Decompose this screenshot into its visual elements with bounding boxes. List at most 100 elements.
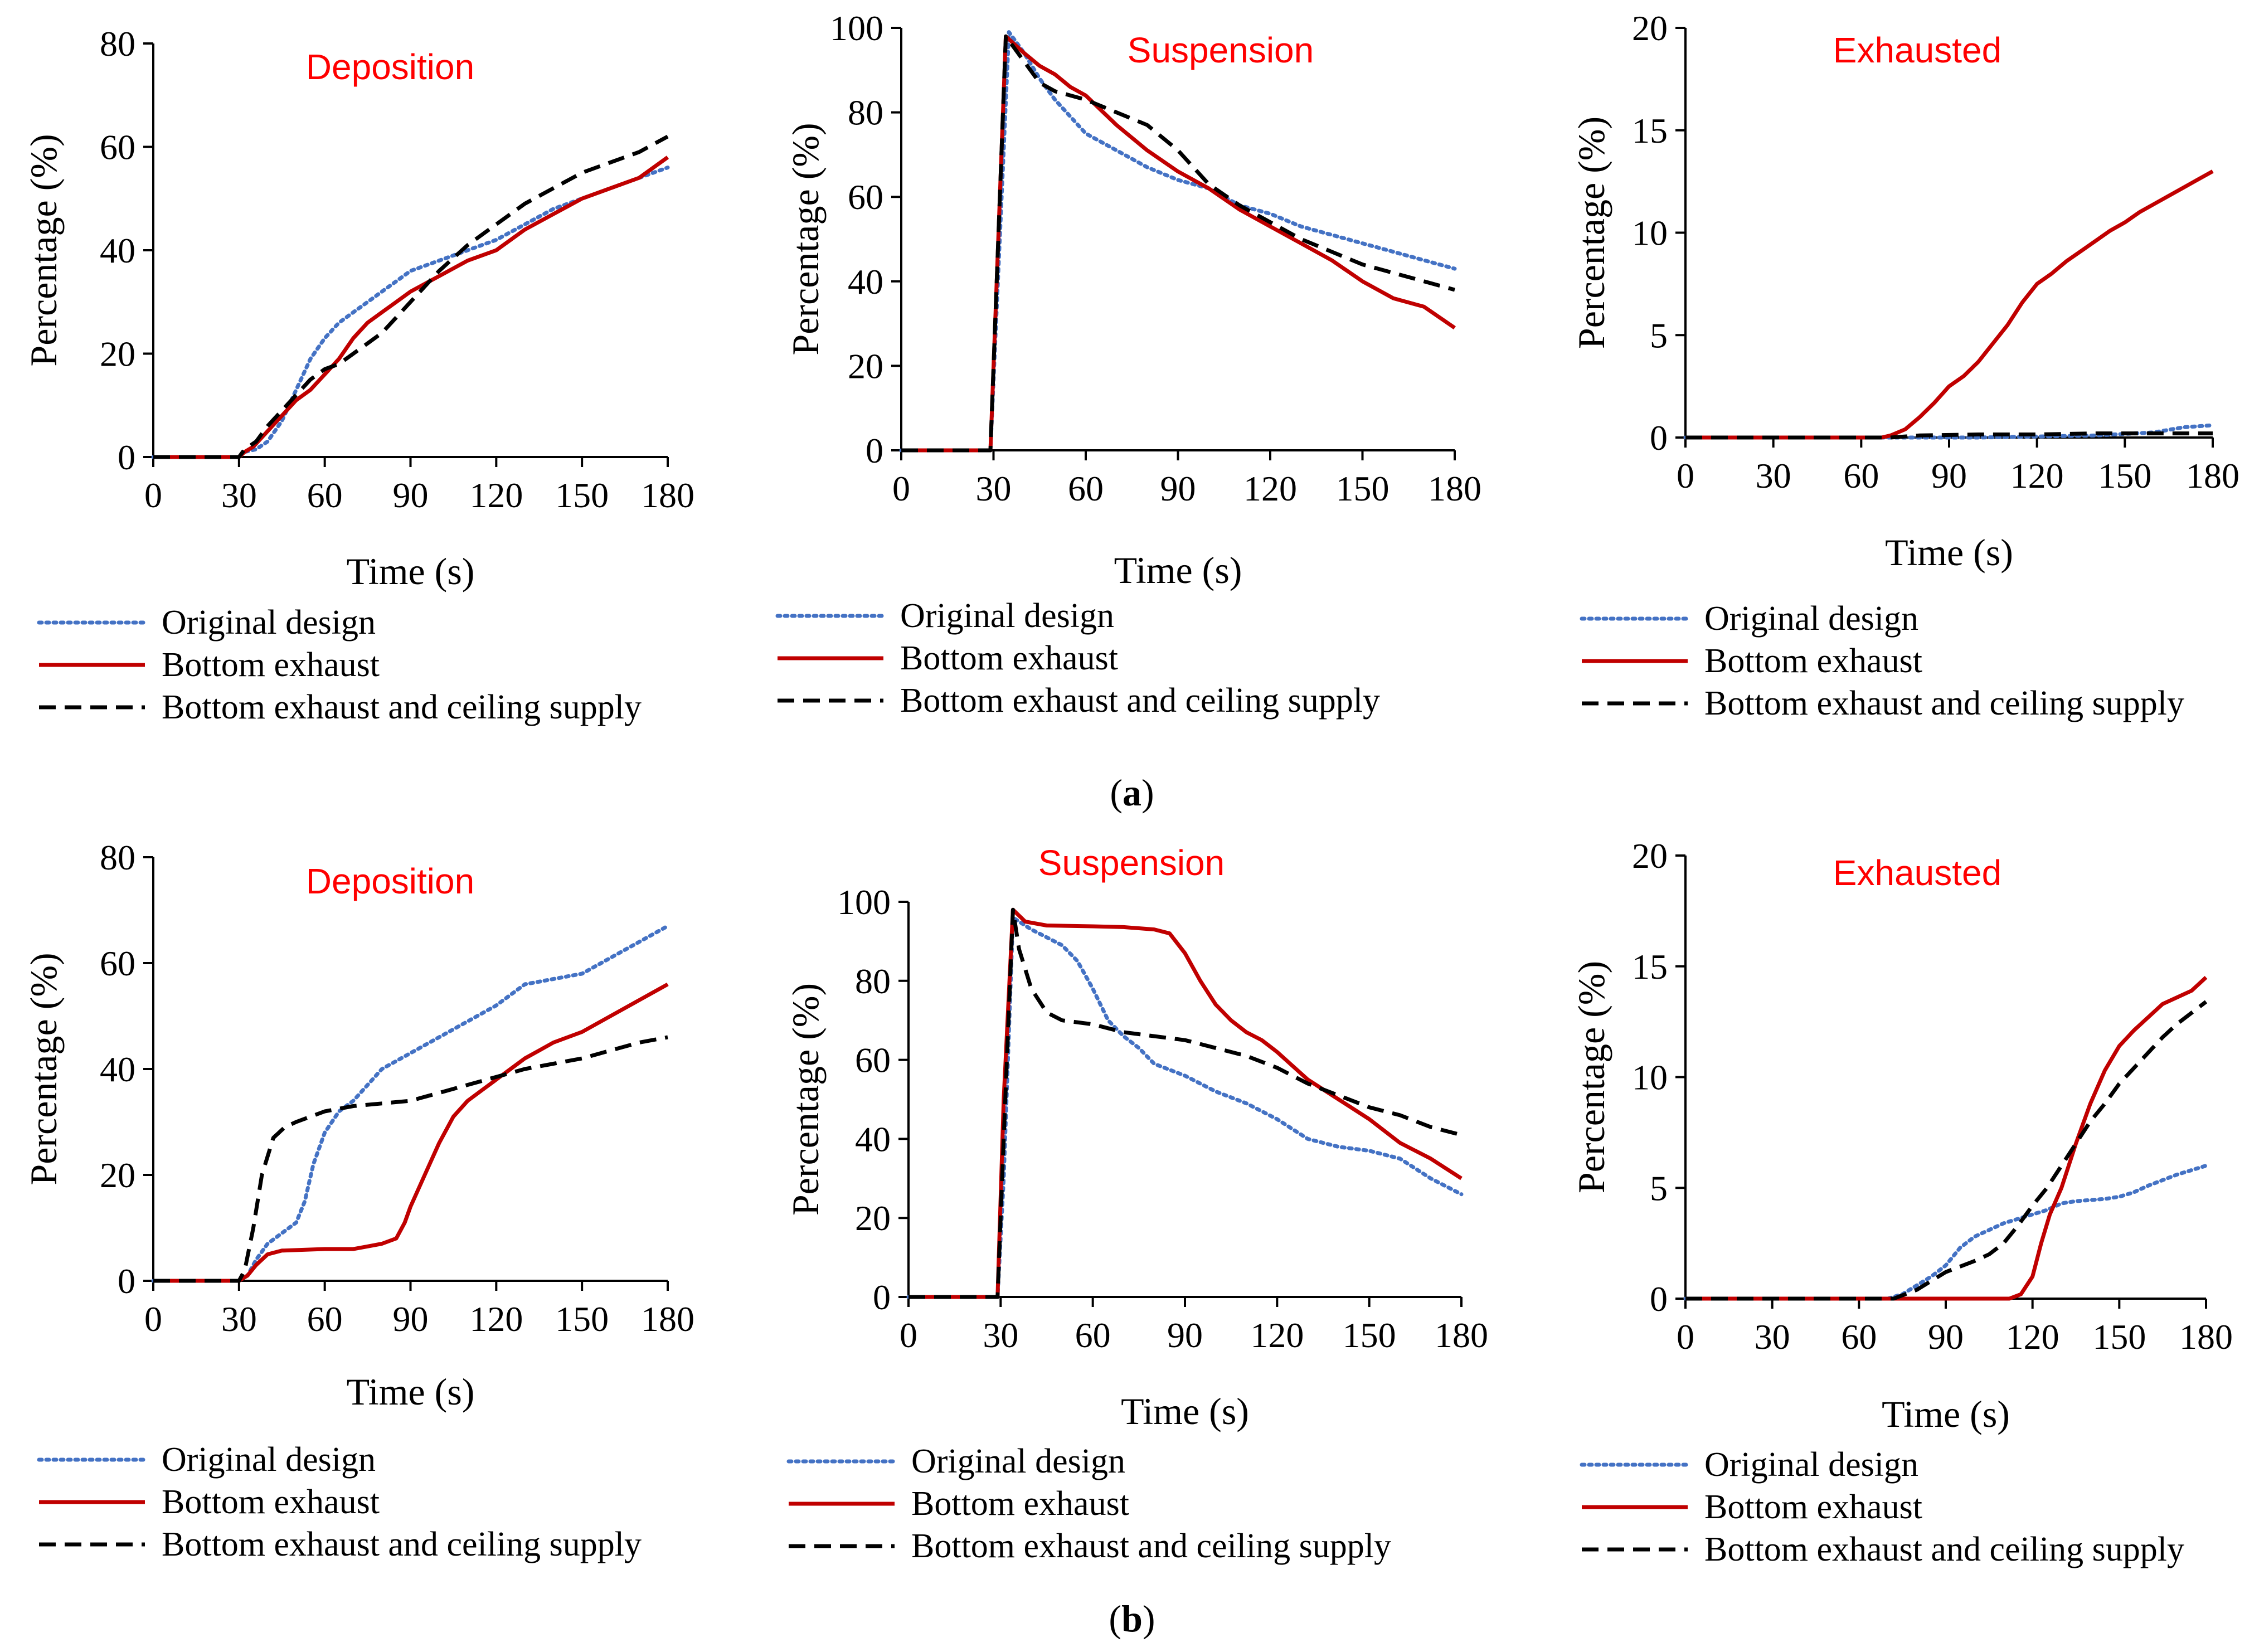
panel-title: Exhausted bbox=[1833, 853, 2001, 893]
y-axis-label: Percentage (%) bbox=[1570, 116, 1612, 349]
x-tick-label: 180 bbox=[641, 475, 694, 515]
x-tick-label: 60 bbox=[1075, 1315, 1111, 1355]
series-line-bottom-exhaust bbox=[153, 156, 669, 459]
y-tick-label: 60 bbox=[100, 128, 135, 167]
x-tick-label: 120 bbox=[2010, 456, 2064, 495]
x-tick-label: 60 bbox=[1068, 469, 1104, 508]
chart-b-suspension: 0 20 40 60 80 100 0 30 60 90 120 150 180 Time (s) Perc… bbox=[784, 843, 1488, 1565]
panel-title: Suspension bbox=[1128, 30, 1314, 70]
series-line-bottom-exhaust bbox=[153, 982, 669, 1283]
x-tick-label: 60 bbox=[1841, 1317, 1877, 1357]
series-line-original-design bbox=[1683, 1164, 2208, 1301]
y-tick-label: 100 bbox=[830, 8, 883, 48]
legend-label: Bottom exhaust and ceiling supply bbox=[162, 688, 642, 726]
y-axis-label: Percentage (%) bbox=[784, 983, 827, 1216]
chart-a-deposition: 0 20 40 60 80 0 30 60 90 120 150 180 Time (s) Percent… bbox=[22, 24, 694, 726]
x-tick-label: 120 bbox=[469, 1299, 523, 1339]
legend-label: Bottom exhaust bbox=[1704, 1488, 1922, 1526]
series-line-bottom-exhaust-and-ceiling-supply bbox=[1685, 431, 2213, 440]
legend-label: Bottom exhaust bbox=[911, 1485, 1129, 1523]
y-tick-label: 10 bbox=[1632, 213, 1668, 253]
series-line-bottom-exhaust-and-ceiling-supply bbox=[153, 1035, 668, 1283]
x-tick-label: 60 bbox=[307, 1299, 343, 1339]
y-axis-label: Percentage (%) bbox=[1570, 961, 1612, 1193]
series-line-bottom-exhaust-and-ceiling-supply bbox=[901, 34, 1455, 453]
y-tick-label: 40 bbox=[100, 231, 135, 270]
y-tick-label: 80 bbox=[100, 24, 135, 64]
x-tick-label: 150 bbox=[2092, 1317, 2146, 1357]
y-tick-label: 80 bbox=[100, 838, 135, 877]
caption-a: (a) bbox=[1110, 771, 1154, 814]
y-axis-label: Percentage (%) bbox=[22, 134, 65, 366]
y-tick-label: 0 bbox=[873, 1277, 891, 1317]
x-axis-label: Time (s) bbox=[347, 1371, 475, 1413]
x-tick-label: 150 bbox=[1343, 1315, 1396, 1355]
x-tick-label: 150 bbox=[555, 1299, 609, 1339]
x-tick-label: 150 bbox=[1336, 469, 1390, 508]
x-tick-label: 180 bbox=[1435, 1315, 1488, 1355]
x-tick-label: 0 bbox=[892, 469, 910, 508]
y-tick-label: 5 bbox=[1650, 315, 1668, 355]
y-tick-label: 20 bbox=[1632, 8, 1668, 48]
series-line-bottom-exhaust bbox=[1685, 169, 2214, 440]
legend-label: Bottom exhaust bbox=[162, 646, 380, 684]
x-tick-label: 30 bbox=[1755, 1317, 1790, 1357]
y-tick-label: 20 bbox=[855, 1198, 891, 1238]
x-tick-label: 30 bbox=[221, 475, 257, 515]
series-line-original-design bbox=[151, 166, 670, 459]
x-tick-label: 90 bbox=[1928, 1317, 1964, 1357]
y-tick-label: 20 bbox=[1632, 836, 1668, 876]
y-tick-label: 0 bbox=[1650, 418, 1668, 458]
y-tick-label: 5 bbox=[1650, 1168, 1668, 1208]
y-tick-label: 20 bbox=[848, 346, 883, 386]
x-tick-label: 90 bbox=[1931, 456, 1967, 495]
y-axis-label: Percentage (%) bbox=[784, 123, 827, 355]
x-axis-label: Time (s) bbox=[1882, 1393, 2010, 1435]
panel-title: Deposition bbox=[306, 47, 474, 87]
x-tick-label: 0 bbox=[144, 1299, 162, 1339]
panel-title: Exhausted bbox=[1833, 30, 2001, 70]
legend-label: Bottom exhaust and ceiling supply bbox=[911, 1527, 1391, 1565]
x-tick-label: 60 bbox=[307, 475, 343, 515]
y-axis-label: Percentage (%) bbox=[22, 953, 65, 1185]
x-tick-label: 120 bbox=[1250, 1315, 1304, 1355]
x-tick-label: 180 bbox=[2179, 1317, 2233, 1357]
legend-label: Bottom exhaust and ceiling supply bbox=[900, 682, 1380, 720]
x-tick-label: 120 bbox=[1243, 469, 1297, 508]
series-line-original-design bbox=[906, 915, 1464, 1299]
y-tick-label: 80 bbox=[848, 93, 883, 133]
y-tick-label: 0 bbox=[118, 1261, 135, 1301]
legend-label: Bottom exhaust bbox=[1704, 642, 1922, 680]
y-tick-label: 20 bbox=[100, 1155, 135, 1195]
x-axis-label: Time (s) bbox=[1885, 531, 2013, 574]
legend-label: Original design bbox=[162, 604, 376, 642]
x-tick-label: 180 bbox=[1428, 469, 1481, 508]
x-axis-label: Time (s) bbox=[1121, 1390, 1249, 1432]
x-tick-label: 180 bbox=[2186, 456, 2239, 495]
x-tick-label: 0 bbox=[1677, 1317, 1694, 1357]
x-tick-label: 0 bbox=[144, 475, 162, 515]
legend-label: Bottom exhaust and ceiling supply bbox=[1704, 1530, 2184, 1568]
x-tick-label: 90 bbox=[393, 1299, 429, 1339]
y-tick-label: 0 bbox=[866, 431, 883, 470]
series-line-bottom-exhaust bbox=[901, 34, 1456, 453]
x-tick-label: 60 bbox=[1843, 456, 1879, 495]
legend-label: Bottom exhaust bbox=[900, 639, 1118, 677]
x-tick-label: 180 bbox=[641, 1299, 694, 1339]
x-tick-label: 30 bbox=[1756, 456, 1791, 495]
x-axis-label: Time (s) bbox=[347, 550, 475, 592]
series-line-bottom-exhaust bbox=[1685, 976, 2208, 1301]
legend-label: Bottom exhaust and ceiling supply bbox=[1704, 684, 2184, 722]
series-line-original-design bbox=[1683, 423, 2215, 440]
x-tick-label: 0 bbox=[900, 1315, 917, 1355]
y-tick-label: 40 bbox=[100, 1049, 135, 1089]
y-tick-label: 10 bbox=[1632, 1058, 1668, 1097]
y-tick-label: 0 bbox=[1650, 1279, 1668, 1319]
chart-a-suspension: 0 20 40 60 80 100 0 30 60 90 120 150 180 Time (s) Perc… bbox=[775, 8, 1481, 720]
y-tick-label: 0 bbox=[118, 438, 135, 477]
legend-label: Original design bbox=[1704, 600, 1918, 638]
x-tick-label: 120 bbox=[2006, 1317, 2059, 1357]
x-tick-label: 150 bbox=[555, 475, 609, 515]
x-tick-label: 30 bbox=[221, 1299, 257, 1339]
